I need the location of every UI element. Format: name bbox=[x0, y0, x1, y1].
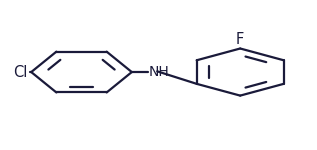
Text: NH: NH bbox=[149, 65, 170, 79]
Text: Cl: Cl bbox=[13, 64, 28, 80]
Text: F: F bbox=[236, 32, 244, 47]
